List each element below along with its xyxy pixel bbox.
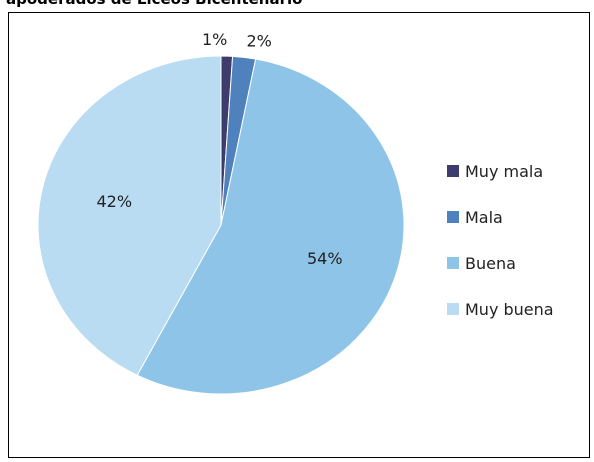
pie-slice [37,55,222,376]
legend-label: Mala [465,208,503,227]
pie-slice [136,58,405,395]
legend-swatch [447,303,459,315]
legend-label: Muy mala [465,162,543,181]
legend-label: Muy buena [465,300,554,319]
data-label: 2% [246,32,271,51]
legend-swatch [447,165,459,177]
data-label: 54% [307,249,343,268]
legend-label: Buena [465,254,516,273]
legend-swatch [447,211,459,223]
data-label: 1% [202,30,227,49]
legend-swatch [447,257,459,269]
data-label: 42% [97,192,133,211]
chart-title: apoderados de Liceos Bicentenario [6,0,302,8]
